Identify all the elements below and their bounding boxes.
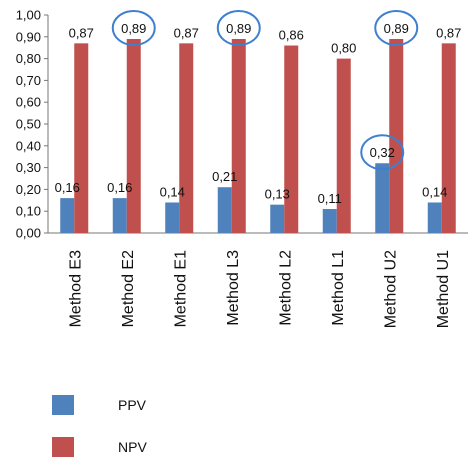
data-label-ppv: 0,14 — [422, 184, 447, 199]
bar-ppv — [165, 202, 180, 233]
data-label-npv: 0,87 — [174, 25, 199, 40]
legend-swatch-npv — [52, 437, 74, 457]
category-label: Method L3 — [225, 250, 242, 326]
data-label-ppv: 0,13 — [265, 187, 290, 202]
y-tick-label: 0,70 — [16, 73, 41, 88]
y-tick-label: 0,80 — [16, 51, 41, 66]
data-label-ppv: 0,14 — [160, 184, 185, 199]
bar-npv — [441, 43, 456, 234]
category-label: Method E3 — [67, 250, 84, 327]
data-label-npv: 0,80 — [331, 41, 356, 56]
bar-ppv — [322, 209, 337, 233]
category-label: Method U1 — [435, 250, 452, 328]
highlight-circle — [216, 9, 261, 46]
bar-npv — [231, 38, 246, 234]
legend-swatch-ppv — [52, 395, 74, 415]
data-label-npv: 0,89 — [384, 21, 409, 36]
highlight-circles — [111, 9, 419, 171]
y-tick-label: 0,90 — [16, 29, 41, 44]
category-label: Method U2 — [382, 250, 399, 328]
y-tick-label: 0,60 — [16, 95, 41, 110]
bar-ppv — [427, 202, 442, 233]
highlight-circle — [374, 9, 419, 46]
data-label-ppv: 0,16 — [107, 180, 132, 195]
data-label-ppv: 0,11 — [318, 191, 342, 206]
y-tick-label: 1,00 — [16, 8, 41, 23]
data-label-npv: 0,89 — [226, 21, 251, 36]
category-labels: Method E3 Method E2 Method E1 Method L3 Meth… — [67, 250, 452, 328]
bar-npv — [126, 38, 141, 234]
data-label-npv: 0,89 — [121, 21, 146, 36]
highlight-circle — [111, 9, 156, 46]
bar-npv — [336, 58, 351, 233]
bar-npv — [284, 45, 299, 233]
y-tick-label: 0,30 — [16, 160, 41, 175]
highlight-circle — [360, 134, 405, 171]
data-label-npv: 0,87 — [436, 25, 461, 40]
category-label: Method E1 — [172, 250, 189, 327]
bar-npv — [179, 43, 194, 234]
bar-ppv — [270, 204, 285, 233]
y-tick-label: 0,20 — [16, 182, 41, 197]
data-label-ppv: 0,32 — [370, 145, 395, 160]
category-label: Method L1 — [330, 250, 347, 326]
data-label-npv: 0,86 — [279, 28, 304, 43]
bars — [60, 38, 456, 234]
legend-label-npv: NPV — [118, 439, 147, 455]
legend-label-ppv: PPV — [118, 397, 147, 413]
y-tick-label: 0,00 — [16, 226, 41, 241]
bar-ppv — [60, 198, 75, 233]
data-label-npv: 0,87 — [69, 25, 94, 40]
category-label: Method L2 — [277, 250, 294, 326]
bar-ppv — [375, 163, 390, 233]
bar-npv — [74, 43, 89, 234]
data-label-ppv: 0,21 — [212, 169, 237, 184]
bar-ppv — [217, 187, 232, 233]
y-tick-label: 0,10 — [16, 204, 41, 219]
legend: PPV NPV — [52, 395, 147, 457]
data-label-ppv: 0,16 — [55, 180, 80, 195]
y-tick-label: 0,40 — [16, 138, 41, 153]
y-tick-label: 0,50 — [16, 117, 41, 132]
y-axis: 0,00 0,10 0,20 0,30 0,40 0,50 0,60 0,70 0,80 0,90… — [16, 8, 468, 241]
data-labels: 0,16 0,87 0,16 0,89 0,14 0,87 0,21 0,89 0,13 0,86… — [55, 21, 462, 206]
bar-ppv — [112, 198, 127, 233]
category-label: Method E2 — [120, 250, 137, 327]
bar-npv — [389, 38, 404, 234]
